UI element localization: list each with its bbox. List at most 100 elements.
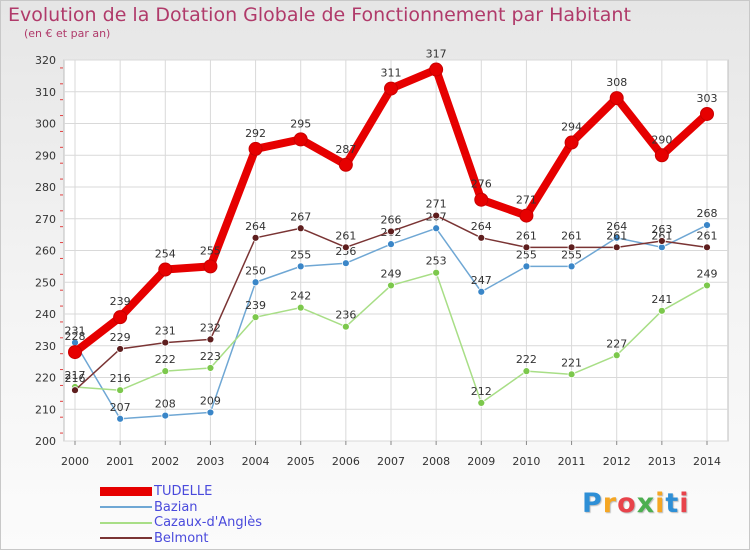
- x-tick-label: 2008: [422, 455, 450, 468]
- data-label: 255: [516, 248, 537, 261]
- data-point: [68, 345, 82, 360]
- data-point: [654, 148, 669, 163]
- series-bazian: 2312072082092502552562622672472552552642…: [65, 207, 718, 423]
- data-point: [116, 386, 125, 395]
- data-point: [432, 224, 441, 233]
- data-label: 287: [335, 143, 356, 156]
- data-point: [612, 243, 621, 252]
- data-point: [429, 62, 444, 77]
- data-point: [387, 227, 395, 236]
- data-label: 229: [110, 331, 131, 344]
- chart-title: Evolution de la Dotation Globale de Fonc…: [8, 4, 631, 26]
- data-label: 261: [606, 229, 627, 242]
- data-label: 317: [426, 48, 447, 61]
- logo-letter: i: [655, 488, 666, 519]
- data-point: [206, 335, 215, 344]
- data-point: [161, 338, 170, 347]
- y-tick-label: 300: [35, 118, 56, 131]
- x-tick-label: 2014: [693, 455, 721, 468]
- data-point: [564, 135, 579, 150]
- data-point: [341, 322, 350, 331]
- data-label: 311: [381, 67, 402, 80]
- data-label: 261: [335, 229, 356, 242]
- data-label: 264: [471, 220, 492, 233]
- data-point: [477, 233, 486, 242]
- data-point: [522, 367, 531, 376]
- data-point: [567, 262, 576, 271]
- data-label: 267: [290, 210, 311, 223]
- data-label: 264: [245, 220, 266, 233]
- data-point: [703, 243, 711, 252]
- data-point: [296, 224, 305, 233]
- data-label: 266: [381, 213, 402, 226]
- x-tick-label: 2001: [106, 455, 134, 468]
- legend-item-cazaux-d-angl-s: Cazaux-d'Anglès: [100, 515, 262, 531]
- data-point: [161, 411, 170, 420]
- x-tick-label: 2012: [603, 455, 631, 468]
- data-label: 221: [561, 356, 582, 369]
- data-label: 255: [290, 248, 311, 261]
- data-label: 253: [426, 255, 447, 268]
- data-point: [293, 132, 308, 147]
- data-point: [113, 310, 128, 325]
- data-label: 208: [155, 398, 176, 411]
- data-point: [251, 233, 260, 242]
- data-label: 261: [561, 229, 582, 242]
- data-point: [296, 303, 305, 312]
- series-belmont: 216 229 231 232 264 267 261 266 271 264 261 261 261 2…: [65, 198, 718, 395]
- data-point: [206, 364, 215, 372]
- data-point: [338, 157, 353, 172]
- data-label: 290: [651, 133, 672, 146]
- legend: TUDELLE Bazian Cazaux-d'Anglès Belmont: [100, 484, 262, 546]
- legend-item-tudelle: TUDELLE: [100, 484, 262, 500]
- data-point: [116, 414, 125, 423]
- legend-swatch: [100, 487, 152, 497]
- legend-label: TUDELLE: [154, 484, 213, 500]
- x-tick-label: 2007: [377, 455, 405, 468]
- y-tick-label: 310: [35, 86, 56, 99]
- data-label: 255: [200, 244, 221, 257]
- chart-subtitle: (en € et par an): [24, 27, 111, 40]
- x-tick-label: 2005: [287, 455, 315, 468]
- data-label: 232: [200, 321, 221, 334]
- data-label: 222: [516, 353, 537, 366]
- data-label: 261: [651, 229, 672, 242]
- data-point: [432, 211, 441, 220]
- data-label: 271: [426, 198, 447, 211]
- data-label: 292: [245, 127, 266, 140]
- data-label: 231: [65, 325, 86, 338]
- y-tick-label: 320: [35, 54, 56, 67]
- data-label: 271: [516, 194, 537, 207]
- data-label: 247: [471, 274, 492, 287]
- data-point: [341, 259, 350, 268]
- data-point: [522, 243, 531, 252]
- data-point: [432, 268, 441, 277]
- logo-letter: r: [602, 488, 618, 519]
- data-label: 228: [65, 330, 86, 343]
- legend-label: Belmont: [154, 530, 209, 546]
- data-label: 236: [335, 309, 356, 322]
- data-label: 216: [65, 372, 86, 385]
- data-label: 308: [606, 76, 627, 89]
- y-tick-label: 240: [35, 308, 56, 321]
- data-label: 217: [65, 369, 86, 382]
- y-tick-label: 250: [35, 276, 56, 289]
- data-point: [158, 262, 173, 277]
- data-label: 231: [155, 325, 176, 338]
- data-label: 216: [110, 372, 131, 385]
- data-point: [609, 91, 624, 106]
- data-label: 241: [651, 293, 672, 306]
- data-point: [296, 262, 305, 271]
- data-label: 250: [245, 264, 266, 277]
- x-tick-label: 2003: [196, 455, 224, 468]
- data-label: 242: [290, 290, 311, 303]
- data-point: [206, 408, 215, 417]
- data-point: [248, 141, 263, 156]
- logo-letter: P: [582, 488, 603, 519]
- data-label: 294: [561, 121, 582, 134]
- x-tick-label: 2004: [242, 455, 270, 468]
- data-label: 239: [110, 295, 131, 308]
- x-tick-label: 2011: [558, 455, 586, 468]
- x-tick-label: 2002: [151, 455, 179, 468]
- data-point: [387, 240, 395, 249]
